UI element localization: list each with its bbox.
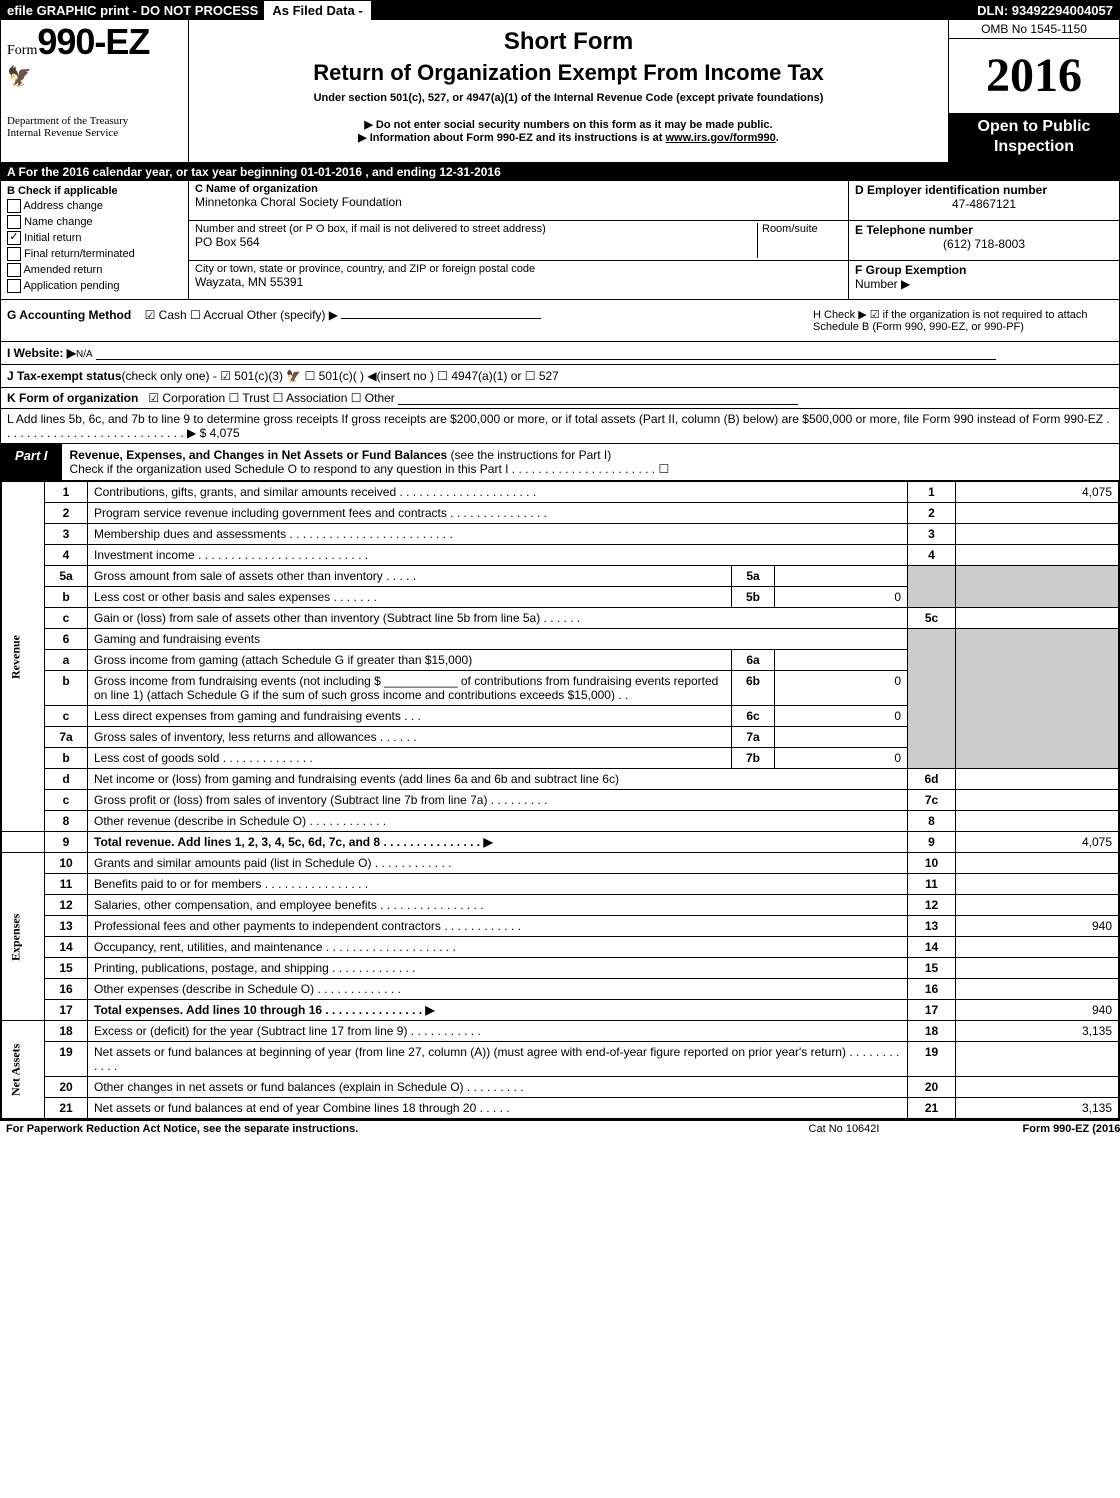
dept1: Department of the Treasury: [7, 115, 182, 127]
form-container: efile GRAPHIC print - DO NOT PROCESS As …: [0, 0, 1120, 1120]
j-tax-status-row: J Tax-exempt status(check only one) - ☑ …: [1, 365, 1119, 388]
l-row: L Add lines 5b, 6c, and 7b to line 9 to …: [1, 409, 1119, 444]
check-pending[interactable]: Application pending: [7, 279, 182, 293]
org-name: Minnetonka Choral Society Foundation: [195, 195, 842, 209]
org-city: Wayzata, MN 55391: [195, 275, 842, 289]
part1-table: Revenue 1 Contributions, gifts, grants, …: [1, 481, 1119, 1119]
check-final-return[interactable]: Final return/terminated: [7, 247, 182, 261]
line-20: 20Other changes in net assets or fund ba…: [2, 1077, 1119, 1098]
top-bar-dln: DLN: 93492294004057: [971, 1, 1119, 20]
line-13: 13Professional fees and other payments t…: [2, 916, 1119, 937]
expenses-side-label: Expenses: [2, 853, 45, 1021]
line-19: 19Net assets or fund balances at beginni…: [2, 1042, 1119, 1077]
form-number: 990-EZ: [37, 21, 149, 62]
part1-header: Part I Revenue, Expenses, and Changes in…: [1, 444, 1119, 481]
eagle-icon: 🦅: [7, 64, 182, 89]
g-accounting: G Accounting Method ☑ Cash ☐ Accrual Oth…: [7, 308, 813, 333]
line-12: 12Salaries, other compensation, and empl…: [2, 895, 1119, 916]
line-3: 3Membership dues and assessments . . . .…: [2, 524, 1119, 545]
b-right: D Employer identification number 47-4867…: [848, 181, 1119, 299]
line-7c: cGross profit or (loss) from sales of in…: [2, 790, 1119, 811]
footer-cat: Cat No 10642I: [744, 1123, 944, 1135]
check-name-change[interactable]: Name change: [7, 215, 182, 229]
top-bar-mid: As Filed Data -: [264, 1, 450, 20]
b-mid: C Name of organization Minnetonka Choral…: [189, 181, 848, 299]
org-address: PO Box 564: [195, 235, 757, 249]
e-phone-row: E Telephone number (612) 718-8003: [849, 221, 1119, 261]
line-5c: cGain or (loss) from sale of assets othe…: [2, 608, 1119, 629]
line-15: 15Printing, publications, postage, and s…: [2, 958, 1119, 979]
tax-year: 2016: [949, 39, 1119, 113]
c-name-row: C Name of organization Minnetonka Choral…: [189, 181, 848, 221]
b-check-column: B Check if applicable Address change Nam…: [1, 181, 189, 299]
line-10: Expenses 10Grants and similar amounts pa…: [2, 853, 1119, 874]
line-11: 11Benefits paid to or for members . . . …: [2, 874, 1119, 895]
addr-row: Number and street (or P O box, if mail i…: [189, 221, 848, 261]
inspection-badge: Open to Public Inspection: [949, 113, 1119, 163]
part1-title: Revenue, Expenses, and Changes in Net As…: [62, 444, 1119, 480]
netassets-side-label: Net Assets: [2, 1021, 45, 1119]
website-val: N/A: [76, 349, 93, 360]
top-bar: efile GRAPHIC print - DO NOT PROCESS As …: [1, 1, 1119, 20]
line-1: Revenue 1 Contributions, gifts, grants, …: [2, 482, 1119, 503]
footer-row: For Paperwork Reduction Act Notice, see …: [0, 1120, 1120, 1137]
header-mid: Short Form Return of Organization Exempt…: [189, 20, 948, 162]
header-left: Form990-EZ 🦅 Department of the Treasury …: [1, 20, 189, 162]
line-17: 17Total expenses. Add lines 10 through 1…: [2, 1000, 1119, 1021]
k-row: K Form of organization ☑ Corporation ☐ T…: [1, 388, 1119, 409]
line-6: 6Gaming and fundraising events: [2, 629, 1119, 650]
line-14: 14Occupancy, rent, utilities, and mainte…: [2, 937, 1119, 958]
row-a: A For the 2016 calendar year, or tax yea…: [1, 163, 1119, 181]
footer-left: For Paperwork Reduction Act Notice, see …: [6, 1123, 744, 1135]
ein: 47-4867121: [855, 197, 1113, 211]
irs-link[interactable]: www.irs.gov/form990: [666, 132, 776, 144]
phone: (612) 718-8003: [855, 237, 1113, 251]
omb-number: OMB No 1545-1150: [949, 20, 1119, 39]
revenue-side-label: Revenue: [2, 482, 45, 832]
h-check: H Check ▶ ☑ if the organization is not r…: [813, 308, 1113, 333]
line-21: 21Net assets or fund balances at end of …: [2, 1098, 1119, 1119]
short-form-title: Short Form: [197, 28, 940, 56]
f-group-row: F Group Exemption Number ▶: [849, 261, 1119, 300]
return-title: Return of Organization Exempt From Incom…: [197, 60, 940, 86]
b-label: B Check if applicable: [7, 185, 182, 197]
note1: ▶ Do not enter social security numbers o…: [197, 118, 940, 131]
check-amended[interactable]: Amended return: [7, 263, 182, 277]
check-address-change[interactable]: Address change: [7, 199, 182, 213]
part1-tab: Part I: [1, 444, 62, 480]
line-8: 8Other revenue (describe in Schedule O) …: [2, 811, 1119, 832]
line-9: 9Total revenue. Add lines 1, 2, 3, 4, 5c…: [2, 832, 1119, 853]
form-prefix: Form: [7, 43, 37, 58]
check-initial-return[interactable]: ✓ Initial return: [7, 231, 182, 245]
d-ein-row: D Employer identification number 47-4867…: [849, 181, 1119, 221]
line-6d: dNet income or (loss) from gaming and fu…: [2, 769, 1119, 790]
line-5a: 5aGross amount from sale of assets other…: [2, 566, 1119, 587]
header-right: OMB No 1545-1150 2016 Open to Public Ins…: [948, 20, 1119, 162]
line-16: 16Other expenses (describe in Schedule O…: [2, 979, 1119, 1000]
gh-row: G Accounting Method ☑ Cash ☐ Accrual Oth…: [1, 300, 1119, 342]
city-row: City or town, state or province, country…: [189, 261, 848, 300]
section-b: B Check if applicable Address change Nam…: [1, 181, 1119, 300]
footer-form: Form 990-EZ (2016): [944, 1123, 1120, 1135]
note2: ▶ Information about Form 990-EZ and its …: [197, 131, 940, 144]
room-label: Room/suite: [762, 223, 842, 235]
line-2: 2Program service revenue including gover…: [2, 503, 1119, 524]
header-row: Form990-EZ 🦅 Department of the Treasury …: [1, 20, 1119, 163]
top-bar-left: efile GRAPHIC print - DO NOT PROCESS: [1, 1, 264, 20]
line-18: Net Assets 18Excess or (deficit) for the…: [2, 1021, 1119, 1042]
dept2: Internal Revenue Service: [7, 127, 182, 139]
subtitle: Under section 501(c), 527, or 4947(a)(1)…: [197, 92, 940, 104]
line-4: 4Investment income . . . . . . . . . . .…: [2, 545, 1119, 566]
i-website-row: I Website: ▶N/A: [1, 342, 1119, 365]
